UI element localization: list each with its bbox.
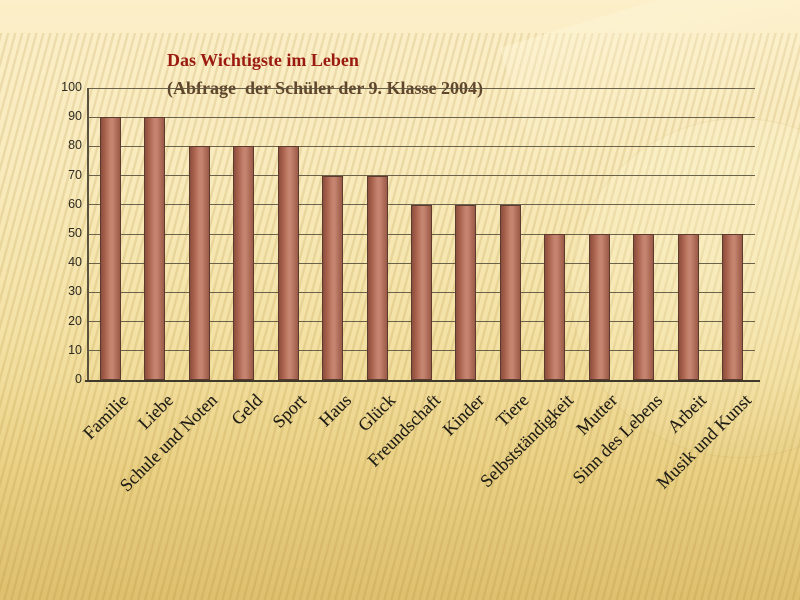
y-axis-tick-label: 50 bbox=[68, 226, 82, 240]
background-bottom-shade bbox=[0, 380, 800, 600]
y-axis-tick-label: 30 bbox=[68, 284, 82, 299]
bar bbox=[455, 204, 477, 380]
x-axis-line bbox=[85, 379, 760, 382]
bar bbox=[322, 175, 344, 380]
x-axis-category-label: Familie bbox=[79, 390, 133, 444]
bar bbox=[144, 117, 166, 380]
y-axis-tick-label: 100 bbox=[61, 80, 82, 94]
bar bbox=[233, 146, 255, 380]
y-axis-tick-label: 40 bbox=[68, 255, 82, 270]
y-axis-tick-label: 60 bbox=[68, 196, 82, 211]
y-axis-tick-label: 80 bbox=[68, 138, 82, 153]
chart-title: Das Wichtigste im Leben bbox=[167, 50, 359, 70]
x-axis-category-label: Kinder bbox=[438, 390, 489, 440]
gridline bbox=[88, 175, 755, 177]
x-axis-category-label: Sport bbox=[268, 390, 311, 432]
y-axis-tick-label: 0 bbox=[75, 372, 82, 386]
bar bbox=[544, 234, 566, 380]
y-axis-tick-label: 10 bbox=[68, 342, 82, 357]
bar bbox=[588, 234, 610, 380]
bar bbox=[99, 117, 121, 380]
bar bbox=[499, 204, 521, 380]
y-axis-tick-label: 20 bbox=[68, 313, 82, 328]
y-axis-tick-label: 70 bbox=[68, 167, 82, 182]
x-axis-labels-layer: Familie Liebe Schule und Noten Geld Sport Hau… bbox=[0, 382, 800, 522]
bar bbox=[188, 146, 210, 380]
bar bbox=[677, 234, 699, 380]
bar bbox=[411, 204, 432, 380]
gridline bbox=[88, 116, 755, 118]
bar bbox=[277, 146, 299, 380]
gridline bbox=[88, 145, 755, 147]
gridline bbox=[88, 87, 755, 89]
y-axis-line bbox=[87, 88, 89, 381]
x-axis-category-label: Haus bbox=[314, 390, 355, 431]
plot-area: 0 10 20 30 40 50 60 70 80 90 100 bbox=[61, 80, 760, 386]
bar bbox=[722, 234, 744, 380]
background-stripes-texture bbox=[0, 33, 800, 600]
gridline bbox=[88, 204, 755, 206]
bars-layer bbox=[88, 88, 755, 380]
x-axis-category-label: Geld bbox=[226, 390, 266, 429]
bar bbox=[366, 175, 388, 380]
y-axis-tick-label: 90 bbox=[68, 109, 82, 124]
bar bbox=[633, 234, 655, 380]
